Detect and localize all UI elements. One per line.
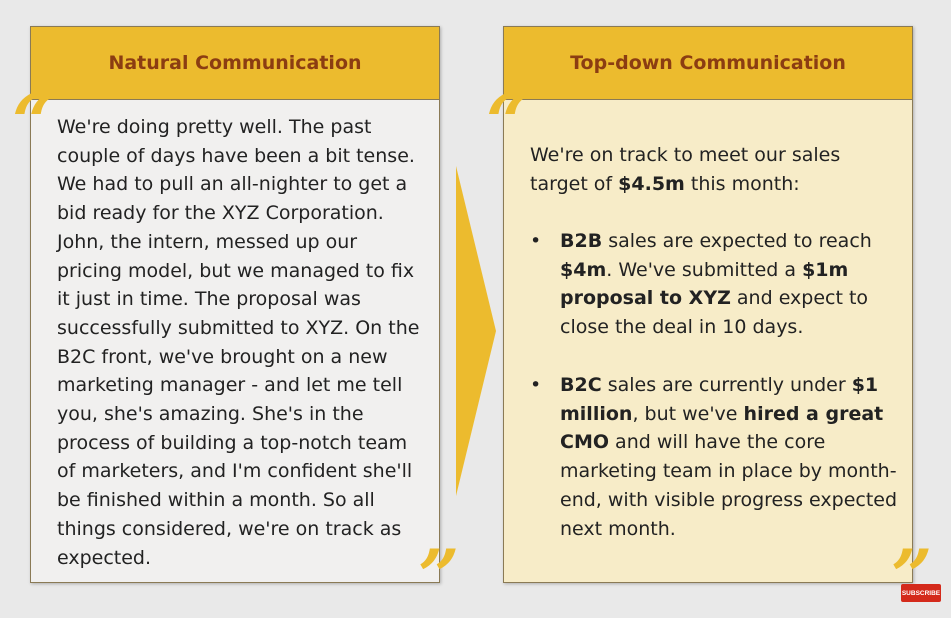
subscribe-button[interactable]: SUBSCRIBE — [901, 584, 941, 602]
top-down-bullet-list: • B2B sales are expected to reach $4m. W… — [530, 227, 900, 342]
top-down-bullet-list-2: • B2C sales are currently under $1 milli… — [530, 371, 900, 543]
top-down-intro: We're on track to meet our sales target … — [530, 144, 841, 195]
bullet-b2b: • B2B sales are expected to reach $4m. W… — [530, 227, 900, 342]
open-quote-icon: “ — [12, 79, 54, 164]
bullet-dot: • — [530, 374, 542, 396]
bullet-b2c: • B2C sales are currently under $1 milli… — [530, 371, 900, 543]
natural-communication-title: Natural Communication — [31, 27, 439, 100]
bullet-dot: • — [530, 230, 542, 252]
close-quote-icon: ” — [418, 533, 460, 618]
open-quote-icon-right: “ — [486, 79, 528, 164]
top-down-communication-card: Top-down Communication We're on track to… — [503, 26, 913, 583]
natural-communication-text: We're doing pretty well. The past couple… — [57, 116, 420, 569]
natural-communication-card: Natural Communication We're doing pretty… — [30, 26, 440, 583]
arrow-right-icon — [456, 166, 496, 496]
top-down-communication-title: Top-down Communication — [504, 27, 912, 100]
